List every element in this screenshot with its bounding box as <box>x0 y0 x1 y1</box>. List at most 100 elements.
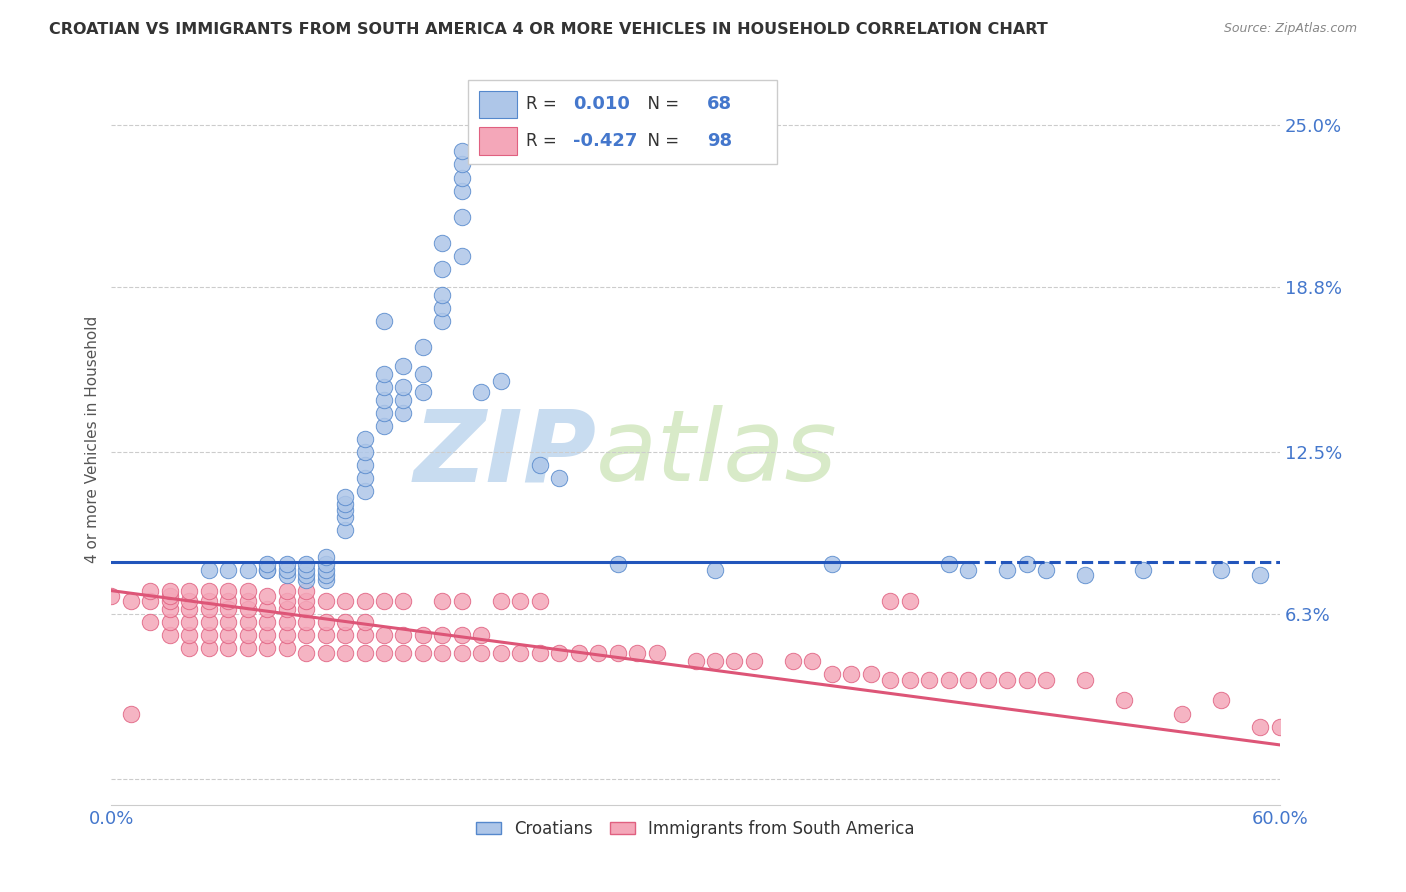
Point <box>898 594 921 608</box>
Point <box>353 594 375 608</box>
Text: N =: N = <box>637 132 685 150</box>
Point <box>1211 563 1233 577</box>
Point <box>353 615 375 629</box>
Point <box>159 594 181 608</box>
Point <box>470 628 492 642</box>
Point <box>276 602 298 616</box>
Text: 98: 98 <box>707 132 733 150</box>
Point <box>295 594 318 608</box>
Point <box>353 646 375 660</box>
Point <box>353 471 375 485</box>
Point <box>217 583 239 598</box>
Point <box>392 646 415 660</box>
Point <box>1015 558 1038 572</box>
Point <box>197 594 219 608</box>
Point <box>976 673 998 687</box>
Point <box>451 145 474 159</box>
Point <box>256 615 278 629</box>
Point <box>412 628 434 642</box>
Point <box>197 628 219 642</box>
Point <box>957 673 980 687</box>
Point <box>392 406 415 420</box>
Point <box>353 484 375 499</box>
Point <box>373 646 395 660</box>
Point <box>295 573 318 587</box>
Point <box>898 673 921 687</box>
Point <box>918 673 941 687</box>
Point <box>373 314 395 328</box>
Point <box>353 458 375 472</box>
Point <box>295 563 318 577</box>
Point <box>179 628 201 642</box>
Point <box>159 602 181 616</box>
Point <box>236 641 259 656</box>
Point <box>217 615 239 629</box>
Point <box>451 184 474 198</box>
Text: CROATIAN VS IMMIGRANTS FROM SOUTH AMERICA 4 OR MORE VEHICLES IN HOUSEHOLD CORREL: CROATIAN VS IMMIGRANTS FROM SOUTH AMERIC… <box>49 22 1047 37</box>
Point <box>412 384 434 399</box>
Point <box>197 563 219 577</box>
Point <box>957 563 980 577</box>
Point <box>159 615 181 629</box>
Point <box>451 628 474 642</box>
Point <box>568 646 591 660</box>
Point <box>197 641 219 656</box>
Point <box>197 583 219 598</box>
Point <box>256 563 278 577</box>
Point <box>645 646 668 660</box>
Point <box>859 667 882 681</box>
Point <box>315 568 337 582</box>
Point <box>704 563 727 577</box>
Point <box>392 392 415 407</box>
Point <box>139 615 162 629</box>
Point <box>333 646 356 660</box>
Point <box>315 646 337 660</box>
Point <box>236 615 259 629</box>
Point <box>315 563 337 577</box>
Point <box>333 628 356 642</box>
Point <box>432 262 454 277</box>
Text: -0.427: -0.427 <box>572 132 637 150</box>
Point <box>432 628 454 642</box>
FancyBboxPatch shape <box>468 80 778 164</box>
Point <box>529 594 551 608</box>
Point <box>412 367 434 381</box>
Point <box>742 654 765 668</box>
Point <box>373 380 395 394</box>
Point <box>373 406 395 420</box>
Point <box>333 524 356 538</box>
Point <box>315 558 337 572</box>
Point <box>373 367 395 381</box>
Point <box>586 646 609 660</box>
Point <box>197 602 219 616</box>
Point <box>548 646 571 660</box>
Point <box>1074 673 1097 687</box>
Point <box>1132 563 1154 577</box>
Y-axis label: 4 or more Vehicles in Household: 4 or more Vehicles in Household <box>86 316 100 563</box>
Point <box>470 384 492 399</box>
Point <box>295 602 318 616</box>
Point <box>333 510 356 524</box>
Text: R =: R = <box>526 95 562 113</box>
Point <box>626 646 648 660</box>
Point <box>548 471 571 485</box>
Point <box>879 594 901 608</box>
Point <box>451 594 474 608</box>
Text: ZIP: ZIP <box>413 405 596 502</box>
Point <box>295 646 318 660</box>
Point <box>451 249 474 263</box>
Text: R =: R = <box>526 132 562 150</box>
Point <box>179 615 201 629</box>
Point <box>295 615 318 629</box>
Point <box>821 558 844 572</box>
FancyBboxPatch shape <box>479 128 517 155</box>
Point <box>879 673 901 687</box>
Point <box>839 667 862 681</box>
Point <box>179 594 201 608</box>
Point <box>373 392 395 407</box>
Point <box>179 602 201 616</box>
Point <box>236 628 259 642</box>
Point <box>782 654 804 668</box>
Point <box>139 583 162 598</box>
Point <box>685 654 707 668</box>
